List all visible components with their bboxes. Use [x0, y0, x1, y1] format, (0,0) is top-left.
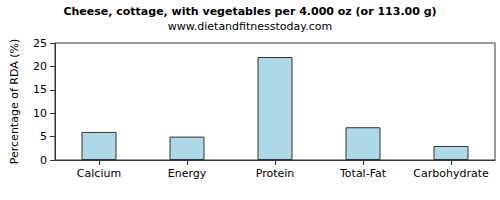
svg-text:Calcium: Calcium: [77, 167, 121, 180]
svg-text:Percentage of RDA (%): Percentage of RDA (%): [8, 39, 21, 164]
svg-text:Protein: Protein: [256, 167, 295, 180]
svg-text:25: 25: [33, 37, 47, 50]
svg-text:15: 15: [33, 83, 47, 96]
svg-text:5: 5: [40, 130, 47, 143]
svg-text:10: 10: [33, 107, 47, 120]
svg-text:Cheese, cottage, with vegetabl: Cheese, cottage, with vegetables per 4.0…: [63, 5, 436, 18]
svg-text:www.dietandfitnesstoday.com: www.dietandfitnesstoday.com: [168, 20, 332, 33]
svg-text:0: 0: [40, 154, 47, 167]
svg-text:Carbohydrate: Carbohydrate: [413, 167, 489, 180]
svg-text:Energy: Energy: [168, 167, 207, 180]
svg-text:Total-Fat: Total-Fat: [339, 167, 387, 180]
svg-text:20: 20: [33, 60, 47, 73]
